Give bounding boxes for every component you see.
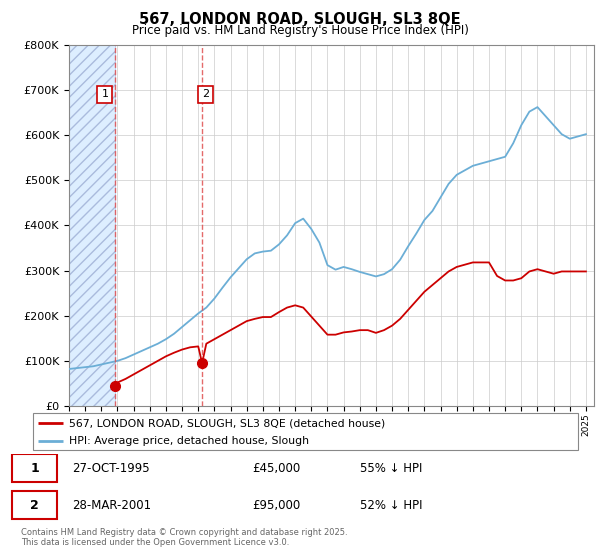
FancyBboxPatch shape xyxy=(33,413,578,450)
Text: 52% ↓ HPI: 52% ↓ HPI xyxy=(360,499,422,512)
Text: 1: 1 xyxy=(30,462,39,475)
Text: 27-OCT-1995: 27-OCT-1995 xyxy=(72,462,149,475)
Bar xyxy=(69,45,115,406)
Text: 2: 2 xyxy=(30,499,39,512)
FancyBboxPatch shape xyxy=(12,454,57,482)
Text: 567, LONDON ROAD, SLOUGH, SL3 8QE: 567, LONDON ROAD, SLOUGH, SL3 8QE xyxy=(139,12,461,27)
FancyBboxPatch shape xyxy=(12,492,57,520)
Text: Price paid vs. HM Land Registry's House Price Index (HPI): Price paid vs. HM Land Registry's House … xyxy=(131,24,469,36)
Text: Contains HM Land Registry data © Crown copyright and database right 2025.
This d: Contains HM Land Registry data © Crown c… xyxy=(21,528,347,547)
Text: 567, LONDON ROAD, SLOUGH, SL3 8QE (detached house): 567, LONDON ROAD, SLOUGH, SL3 8QE (detac… xyxy=(68,418,385,428)
Text: £45,000: £45,000 xyxy=(252,462,300,475)
Text: 1: 1 xyxy=(101,90,109,100)
Text: 2: 2 xyxy=(202,90,209,100)
Text: 55% ↓ HPI: 55% ↓ HPI xyxy=(360,462,422,475)
Text: 28-MAR-2001: 28-MAR-2001 xyxy=(72,499,151,512)
Text: HPI: Average price, detached house, Slough: HPI: Average price, detached house, Slou… xyxy=(68,436,308,446)
Text: £95,000: £95,000 xyxy=(252,499,300,512)
